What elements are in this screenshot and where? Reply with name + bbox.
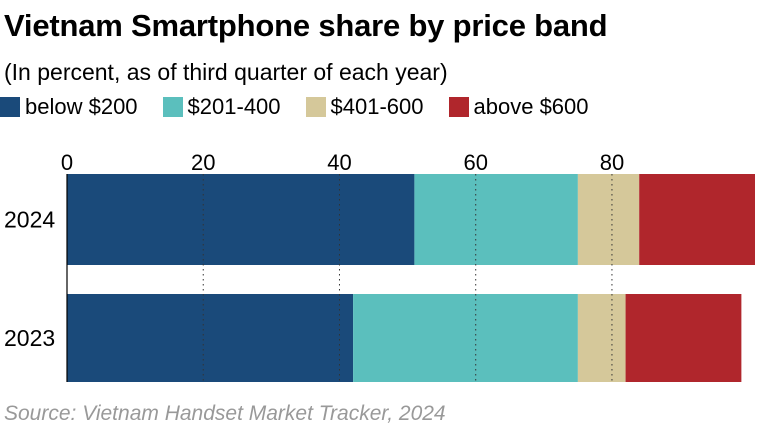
chart-title: Vietnam Smartphone share by price band [4,8,608,43]
legend-swatch-401-600 [305,97,326,117]
bar-2024-401-600 [577,174,640,265]
bar-2023-401-600 [577,294,626,382]
tick-label-40: 40 [327,150,351,175]
legend-item-201-400: $201-400 [162,94,281,120]
category-label-2024: 2024 [4,207,55,233]
source-note: Source: Vietnam Handset Market Tracker, … [4,402,446,425]
legend: below $200 $201-400 $401-600 above $600 [0,94,614,120]
tick-label-80: 80 [600,150,624,175]
chart-subtitle: (In percent, as of third quarter of each… [4,59,448,85]
bar-2023-201-400 [353,294,578,382]
tick-label-20: 20 [191,150,215,175]
legend-item-401-600: $401-600 [305,94,424,120]
legend-label-above-600: above $600 [473,94,589,119]
bar-2023-above-600 [625,294,742,382]
legend-item-below-200: below $200 [0,94,138,120]
bar-2024-above-600 [639,174,755,265]
legend-label-201-400: $201-400 [187,94,281,119]
legend-label-below-200: below $200 [25,94,138,119]
legend-swatch-above-600 [448,97,469,117]
legend-swatch-201-400 [162,97,183,117]
legend-swatch-below-200 [0,97,20,117]
bar-2023-below-200 [67,294,354,382]
bar-2024-below-200 [67,174,415,265]
category-label-2023: 2023 [4,325,55,351]
tick-label-60: 60 [463,150,487,175]
bar-2024-201-400 [414,174,578,265]
legend-item-above-600: above $600 [448,94,589,120]
tick-label-0: 0 [61,150,73,175]
legend-label-401-600: $401-600 [330,94,424,119]
